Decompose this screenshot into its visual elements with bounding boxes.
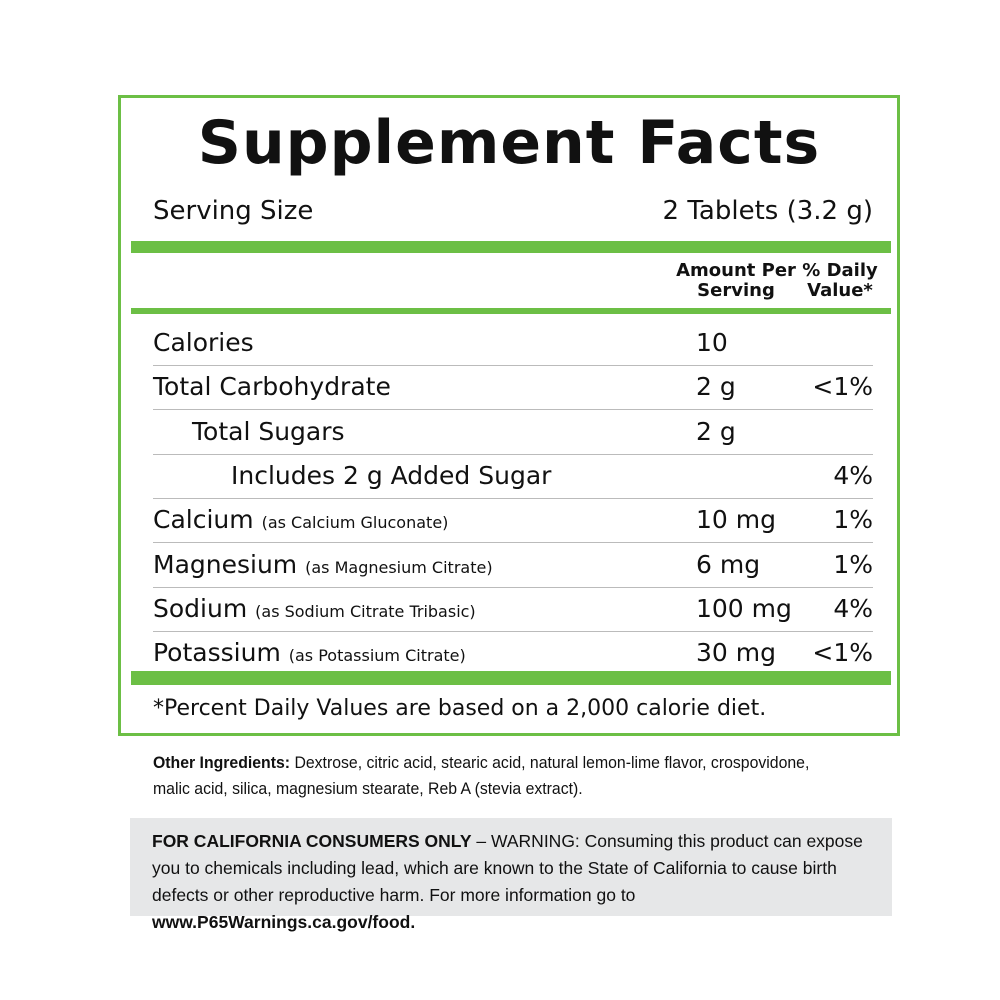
nutrient-amount: 10 mg <box>696 505 776 535</box>
nutrient-source: (as Calcium Gluconate) <box>261 513 449 533</box>
divider <box>131 308 891 314</box>
nutrient-row: Includes 2 g Added Sugar 4% <box>153 454 873 499</box>
footnote: *Percent Daily Values are based on a 2,0… <box>153 696 767 721</box>
nutrient-row: Sodium (as Sodium Citrate Tribasic) 100 m… <box>153 587 873 632</box>
supplement-facts-panel: Supplement Facts Serving Size 2 Tablets (… <box>118 95 900 736</box>
other-ingredients: Other Ingredients: Dextrose, citric acid… <box>153 753 810 798</box>
nutrient-name: Includes 2 g Added Sugar <box>231 460 552 490</box>
nutrient-dv: 4% <box>833 593 873 623</box>
nutrient-amount: 6 mg <box>696 549 761 579</box>
nutrient-dv: 4% <box>833 460 873 490</box>
nutrient-name: Calories <box>153 328 254 357</box>
nutrient-name: Magnesium <box>153 549 298 579</box>
nutrient-dv: <1% <box>812 638 873 668</box>
nutrient-row: Total Sugars 2 g <box>153 410 873 455</box>
nutrient-row: Calories 10 <box>153 321 873 366</box>
amount-header: Amount Per Serving <box>676 260 796 301</box>
nutrient-name: Potassium <box>153 638 281 668</box>
nutrient-dv: 1% <box>833 505 873 535</box>
nutrient-amount: 100 mg <box>696 593 792 623</box>
nutrient-row: Magnesium (as Magnesium Citrate) 6 mg 1% <box>153 543 873 588</box>
panel-title: Supplement Facts <box>197 108 821 178</box>
nutrient-source: (as Sodium Citrate Tribasic) <box>255 601 476 621</box>
prop65-warning: FOR CALIFORNIA CONSUMERS ONLY – WARNING:… <box>130 818 892 932</box>
nutrient-amount: 2 g <box>696 416 736 446</box>
nutrient-amount: 30 mg <box>696 638 776 668</box>
nutrient-amount: 10 <box>696 328 728 357</box>
nutrient-dv: <1% <box>812 372 873 402</box>
nutrient-row: Potassium (as Potassium Citrate) 30 mg <1% <box>153 631 873 675</box>
nutrient-name: Total Sugars <box>192 416 345 446</box>
nutrient-name: Total Carbohydrate <box>153 372 391 402</box>
nutrient-name: Sodium <box>153 593 248 623</box>
nutrient-dv: 1% <box>833 549 873 579</box>
serving-size: Serving Size 2 Tablets (3.2 g) <box>153 196 873 226</box>
dv-header: % Daily Value* <box>802 260 878 301</box>
nutrient-row: Calcium (as Calcium Gluconate) 10 mg 1% <box>153 498 873 544</box>
nutrient-row: Total Carbohydrate 2 g <1% <box>153 365 873 411</box>
warning-link[interactable]: www.P65Warnings.ca.gov/food. <box>152 912 416 932</box>
nutrient-amount: 2 g <box>696 372 736 402</box>
divider <box>131 671 891 685</box>
nutrient-source: (as Potassium Citrate) <box>288 646 466 666</box>
nutrient-source: (as Magnesium Citrate) <box>305 557 493 577</box>
nutrient-name: Calcium <box>153 505 254 535</box>
divider <box>131 241 891 253</box>
